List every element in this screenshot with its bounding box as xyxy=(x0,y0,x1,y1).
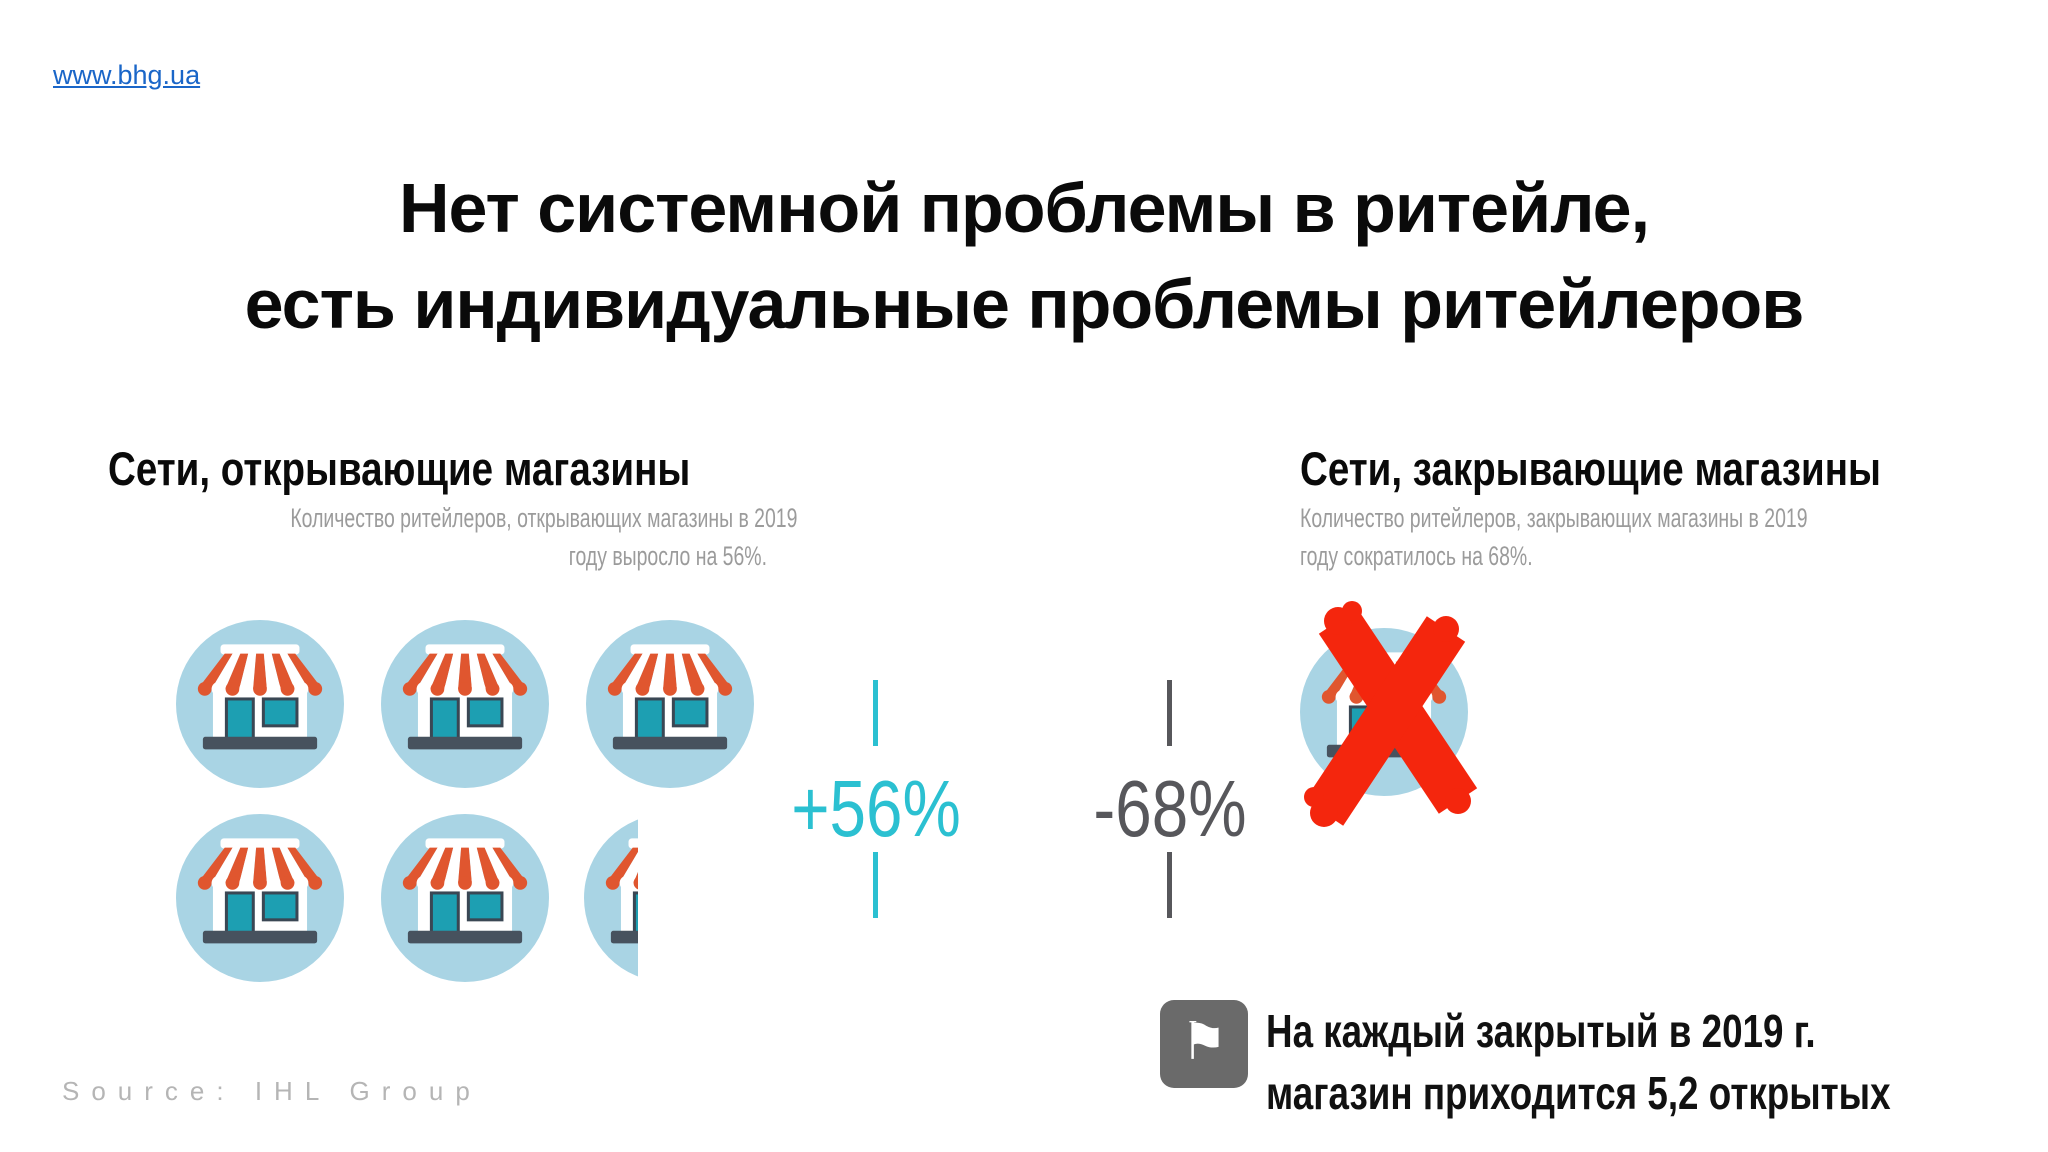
opening-section-heading: Сети, открывающие магазины xyxy=(108,442,691,495)
closing-delta-value: -68% xyxy=(1093,764,1247,853)
title-line-1: Нет системной проблемы в ритейле, xyxy=(398,169,1650,247)
flag-badge: ⚑ xyxy=(1160,1000,1248,1088)
open-store-icon xyxy=(586,620,754,788)
tick-mark-down-bottom xyxy=(1167,852,1172,918)
open-store-icon-partial xyxy=(584,814,638,982)
red-cross-icon xyxy=(1304,601,1478,827)
closing-section-heading: Сети, закрывающие магазины xyxy=(1300,442,1881,495)
flag-icon: ⚑ xyxy=(1180,1012,1228,1072)
open-store-icon xyxy=(584,814,638,982)
page-title: Нет системной проблемы в ритейле, есть и… xyxy=(0,160,2048,352)
opening-section-subtitle: Количество ритейлеров, открывающих магаз… xyxy=(105,499,798,575)
closing-subtitle-line-1: Количество ритейлеров, закрывающих магаз… xyxy=(1300,503,1808,533)
open-store-icon xyxy=(176,620,344,788)
opening-subtitle-line-1: Количество ритейлеров, открывающих магаз… xyxy=(290,503,798,533)
tick-mark-down-top xyxy=(1167,680,1172,746)
open-store-icon xyxy=(381,814,549,982)
site-link[interactable]: www.bhg.ua xyxy=(53,60,201,90)
opening-subtitle-line-2: году выросло на 56%. xyxy=(568,541,767,571)
callout-text: На каждый закрытый в 2019 г. магазин при… xyxy=(1266,1000,2047,1124)
tick-mark-up-top xyxy=(873,680,878,746)
open-store-icon xyxy=(176,814,344,982)
open-store-icon xyxy=(381,620,549,788)
source-label: Source: IHL Group xyxy=(62,1076,482,1106)
title-line-2: есть индивидуальные проблемы ритейлеров xyxy=(244,265,1805,343)
opening-delta-value: +56% xyxy=(791,764,961,853)
callout-line-2: магазин приходится 5,2 открытых xyxy=(1266,1067,1891,1119)
closing-subtitle-line-2: году сократилось на 68%. xyxy=(1300,541,1533,571)
callout-line-1: На каждый закрытый в 2019 г. xyxy=(1266,1005,1816,1057)
closing-section-subtitle: Количество ритейлеров, закрывающих магаз… xyxy=(1300,499,1980,575)
tick-mark-up-bottom xyxy=(873,852,878,918)
